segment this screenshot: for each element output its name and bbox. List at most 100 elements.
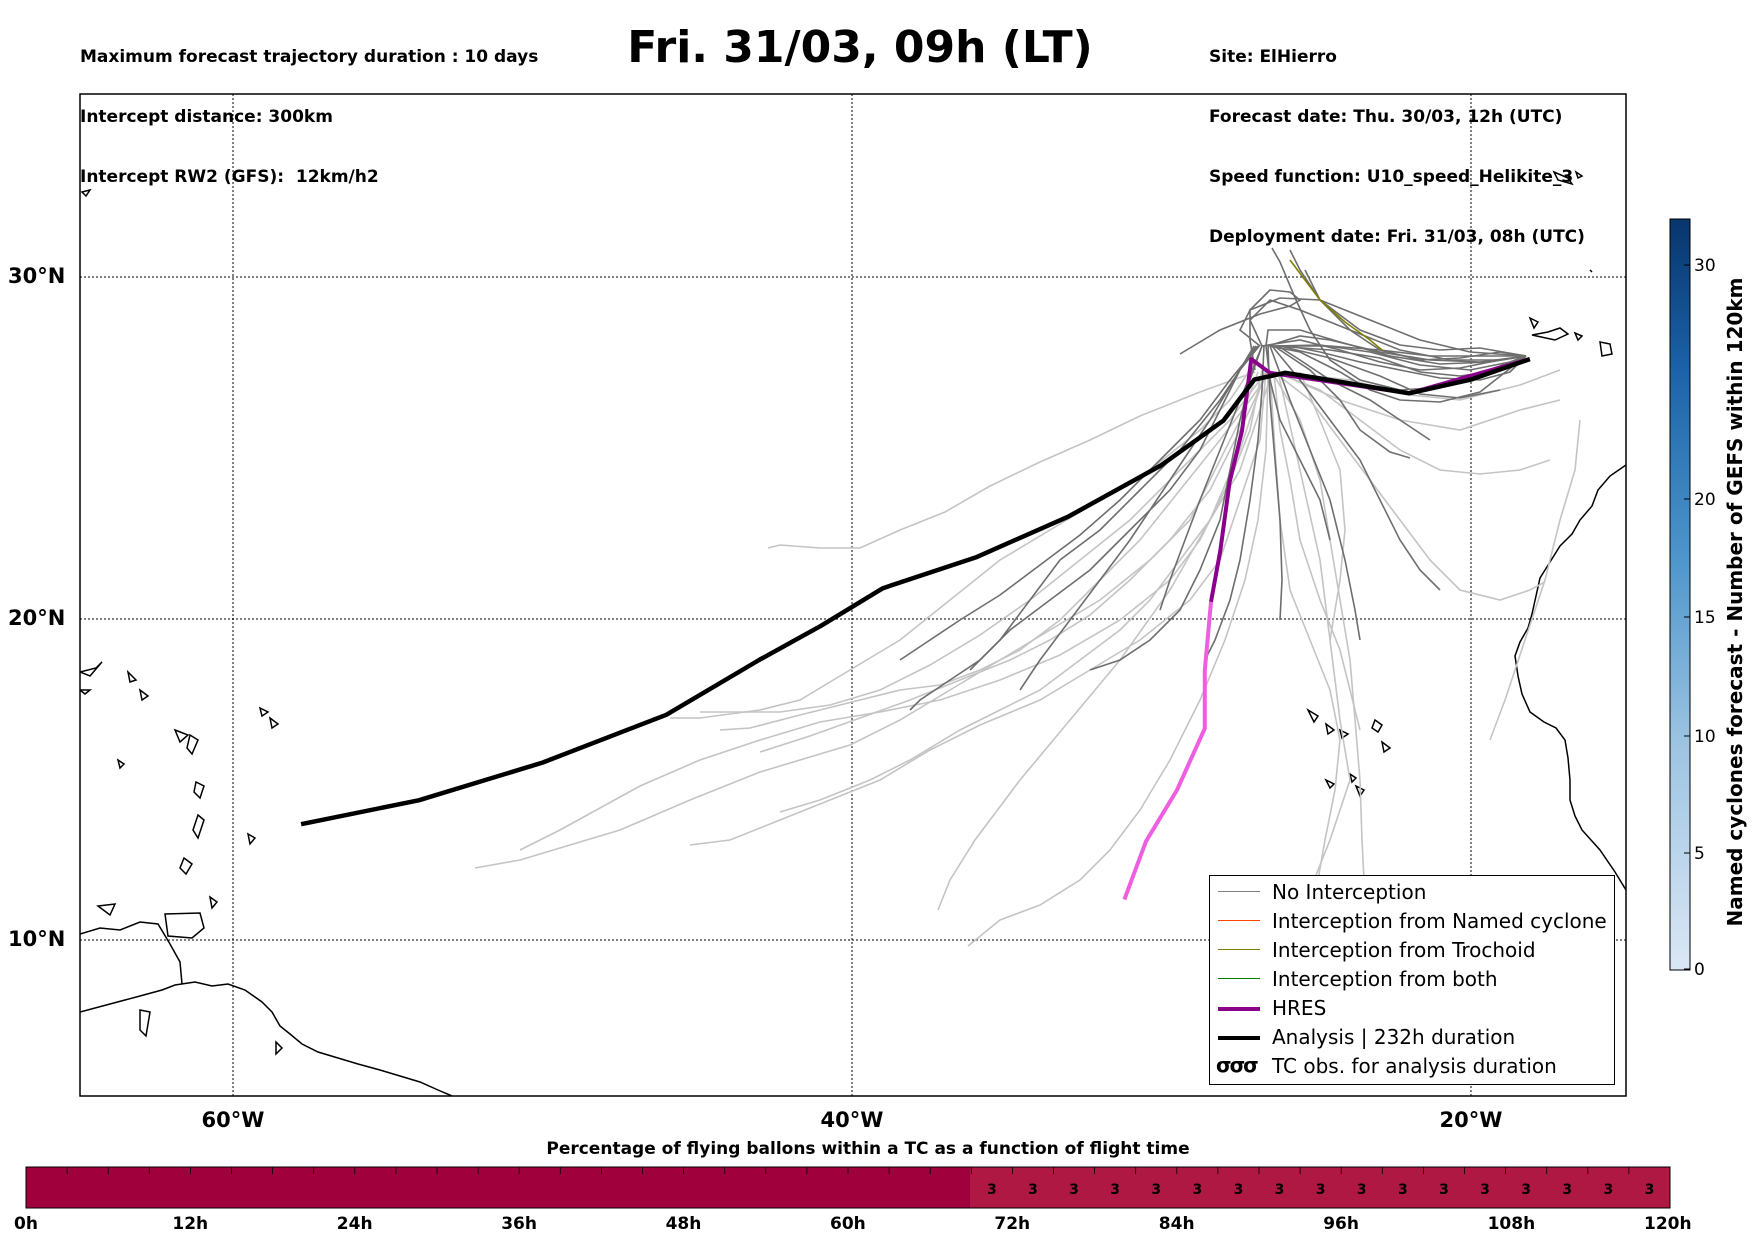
y-tick-label: 10°N xyxy=(8,927,65,951)
flight-bar-cell-value: 3 xyxy=(1192,1182,1202,1198)
ensemble-trajectory xyxy=(1489,419,1581,741)
info-line: Forecast date: Thu. 30/03, 12h (UTC) xyxy=(1209,107,1563,127)
legend-item-named-cyclone: Interception from Named cyclone xyxy=(1210,907,1614,936)
flight-bar-cell-value: 3 xyxy=(1316,1182,1326,1198)
ensemble-trajectory xyxy=(719,371,1271,731)
legend-swatch xyxy=(1218,978,1260,979)
flight-bar-cells: 3 3 3 3 3 3 3 3 3 3 3 3 3 3 3 3 3 xyxy=(25,1167,1671,1198)
ensemble-trajectory xyxy=(1271,247,1527,391)
flight-time-bar: 3 3 3 3 3 3 3 3 3 3 3 3 3 3 3 3 3 xyxy=(25,1166,1671,1209)
legend-item-analysis: Analysis | 232h duration xyxy=(1210,1023,1614,1052)
ensemble-trajectory xyxy=(1274,345,1526,357)
x-tick-label: 40°W xyxy=(821,1108,884,1132)
coastline-island xyxy=(139,1009,151,1038)
flight-bar-cell-value: 3 xyxy=(1151,1182,1161,1198)
coastline-south-america xyxy=(80,981,453,1096)
legend-item-both: Interception from both xyxy=(1210,965,1614,994)
legend-label: Interception from Named cyclone xyxy=(1272,909,1607,933)
ensemble-trajectory xyxy=(1267,345,1283,621)
info-line: Intercept distance: 300km xyxy=(80,107,333,127)
flight-bar-tick-label: 48h xyxy=(665,1214,702,1234)
legend-label: No Interception xyxy=(1272,880,1427,904)
legend-item-no-interception: No Interception xyxy=(1210,878,1614,907)
ensemble-trajectory xyxy=(1299,371,1346,641)
colorbar-tick-label: 0 xyxy=(1694,960,1705,980)
hres-extended-trajectory xyxy=(1122,601,1213,901)
ensemble-trajectory xyxy=(1269,345,1361,641)
ensemble-trajectory xyxy=(937,369,1267,911)
info-line: Deployment date: Fri. 31/03, 08h (UTC) xyxy=(1209,227,1585,247)
info-line: Speed function: U10_speed_Helikite_3 xyxy=(1209,167,1574,187)
flight-bar-cell-value: 3 xyxy=(1110,1182,1120,1198)
flight-bar-tick-label: 108h xyxy=(1487,1214,1536,1234)
ensemble-trajectory xyxy=(1273,371,1546,601)
ensemble-trajectory xyxy=(1275,371,1561,431)
legend-label: Interception from both xyxy=(1272,967,1498,991)
flight-bar-cell-value: 3 xyxy=(1357,1182,1367,1198)
trochoid-trajectory xyxy=(1289,259,1383,351)
flight-bar-cell-value: 3 xyxy=(1439,1182,1449,1198)
ensemble-trajectory xyxy=(759,371,1269,753)
flight-bar-tick-label: 24h xyxy=(336,1214,373,1234)
colorbar-gradient xyxy=(1669,218,1691,971)
ensemble-trajectory xyxy=(967,371,1269,947)
ensemble-trajectory xyxy=(1304,269,1527,357)
legend-item-tc-obs: σσσ TC obs. for analysis duration xyxy=(1210,1052,1614,1081)
flight-bar-cell-value: 3 xyxy=(1562,1182,1572,1198)
flight-bar-cell-value: 3 xyxy=(1521,1182,1531,1198)
info-line: Site: ElHierro xyxy=(1209,47,1337,67)
flight-bar-tick-label: 120h xyxy=(1644,1214,1692,1234)
ensemble-trajectory xyxy=(1273,345,1411,459)
flight-bar-tick-label: 72h xyxy=(994,1214,1031,1234)
header-left-info: Maximum forecast trajectory duration : 1… xyxy=(80,7,538,207)
analysis-trajectory xyxy=(300,356,1531,827)
ensemble-trajectory xyxy=(1279,345,1501,399)
ensemble-trajectories-dark xyxy=(899,247,1527,711)
ensemble-trajectory xyxy=(519,369,1263,851)
flight-bar-tick-label: 84h xyxy=(1158,1214,1195,1234)
coastline-canary-islands xyxy=(1528,316,1613,357)
ensemble-trajectory xyxy=(1277,369,1561,401)
flight-bar-cell-value: 3 xyxy=(1069,1182,1079,1198)
flight-bar-cell-value: 3 xyxy=(987,1182,997,1198)
trochoid-interceptions xyxy=(1289,259,1383,351)
legend: No Interception Interception from Named … xyxy=(1209,875,1615,1085)
coastline-small-islands xyxy=(116,706,280,770)
ensemble-trajectory xyxy=(1269,345,1527,403)
flight-bar-low xyxy=(26,1167,970,1208)
flight-bar-cell-value: 3 xyxy=(1275,1182,1285,1198)
axis-labels: 30°N 20°N 10°N 60°W 40°W 20°W xyxy=(8,264,1502,1132)
colorbar-tick-label: 5 xyxy=(1694,844,1705,864)
flight-bar-tick-label: 12h xyxy=(172,1214,209,1234)
legend-swatch xyxy=(1218,1036,1260,1040)
colorbar-tick-label: 10 xyxy=(1694,727,1716,747)
coastline-cape-verde xyxy=(1306,708,1392,798)
ensemble-trajectory xyxy=(899,345,1259,661)
ensemble-trajectory xyxy=(1269,371,1341,951)
ensemble-trajectory xyxy=(1273,373,1361,731)
legend-swatch xyxy=(1218,949,1260,950)
y-tick-label: 30°N xyxy=(8,264,65,288)
legend-swatch xyxy=(1218,891,1260,892)
ensemble-trajectory xyxy=(767,371,1256,549)
ensemble-trajectory xyxy=(1019,345,1255,691)
colorbar-tick-label: 30 xyxy=(1694,256,1716,276)
tc-symbol-icon: σσσ xyxy=(1216,1053,1259,1077)
flight-bar-cell-value: 3 xyxy=(1603,1182,1613,1198)
chart-title: Fri. 31/03, 09h (LT) xyxy=(627,22,1093,73)
ensemble-trajectory xyxy=(474,371,1259,869)
plot-frame xyxy=(79,93,1627,1097)
flight-bar-cell-value: 3 xyxy=(1398,1182,1408,1198)
x-tick-label: 20°W xyxy=(1440,1108,1503,1132)
coastline-west-africa xyxy=(1514,464,1626,891)
ensemble-trajectory xyxy=(1089,345,1263,671)
info-line: Intercept RW2 (GFS): 12km/h2 xyxy=(80,167,379,187)
legend-label: Interception from Trochoid xyxy=(1272,938,1536,962)
flight-bar-cell-value: 3 xyxy=(1645,1182,1655,1198)
legend-label: Analysis | 232h duration xyxy=(1272,1025,1516,1049)
legend-label: TC obs. for analysis duration xyxy=(1272,1054,1557,1078)
info-line: Maximum forecast trajectory duration : 1… xyxy=(80,47,539,67)
flight-bar-cell-value: 3 xyxy=(1234,1182,1244,1198)
ensemble-trajectory xyxy=(1204,345,1265,661)
